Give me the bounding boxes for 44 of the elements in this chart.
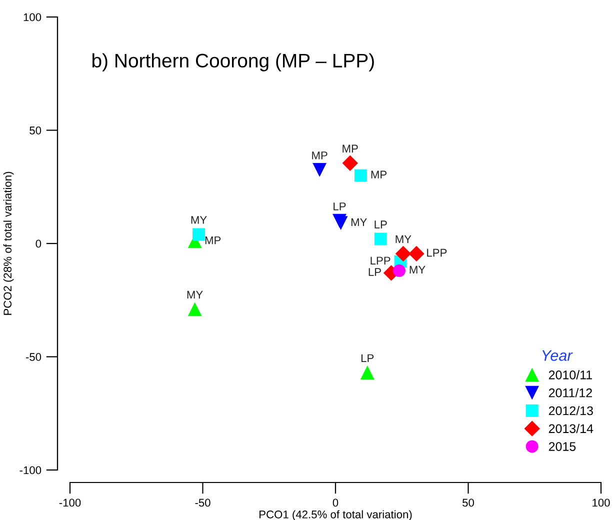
data-label: MY <box>396 235 412 244</box>
legend-label: 2013/14 <box>548 424 594 434</box>
y-tick-label: 50 <box>30 126 42 134</box>
y-tick-label: 100 <box>24 13 42 22</box>
legend-label: 2015 <box>548 442 576 451</box>
legend-label: 2012/13 <box>548 406 593 416</box>
legend-label: 2010/11 <box>548 370 592 380</box>
point <box>392 264 406 277</box>
legend-title: Year <box>542 350 573 361</box>
point <box>312 162 327 177</box>
point <box>408 246 424 262</box>
data-label: LPP <box>370 256 390 264</box>
x-tick-label: -100 <box>59 498 81 507</box>
y-tick-label: -50 <box>26 353 42 361</box>
data-label: LP <box>361 354 374 362</box>
x-tick-label: 100 <box>592 498 610 507</box>
point <box>342 155 358 171</box>
data-label: MY <box>191 216 207 224</box>
y-tick-label: -100 <box>20 466 42 474</box>
legend-label: 2011/12 <box>548 388 592 398</box>
point <box>334 216 348 230</box>
point <box>188 302 202 316</box>
point <box>354 169 367 182</box>
data-label: MY <box>187 290 203 299</box>
point <box>374 232 387 246</box>
point <box>395 246 412 262</box>
data-label: MP <box>371 170 387 178</box>
x-tick-label: -50 <box>195 498 210 507</box>
data-label: MY <box>410 266 426 274</box>
data-label: LP <box>334 202 346 210</box>
data-label: LP <box>374 220 387 228</box>
data-label: MY <box>351 218 367 226</box>
point <box>360 366 374 380</box>
data-label: MP <box>342 144 358 152</box>
text: b) Northern Coorong (MP – LPP) <box>92 53 374 72</box>
y-axis-title: PCO2 (28% of total variation) <box>3 172 14 315</box>
data-label: LPP <box>427 248 447 257</box>
y-tick-label: 0 <box>36 240 42 248</box>
data-label: LP <box>368 268 381 276</box>
point <box>192 228 206 241</box>
data-label: MP <box>312 152 328 160</box>
x-tick-label: 0 <box>332 498 338 507</box>
data-label: MP <box>205 236 221 244</box>
x-tick-label: 50 <box>462 498 474 507</box>
